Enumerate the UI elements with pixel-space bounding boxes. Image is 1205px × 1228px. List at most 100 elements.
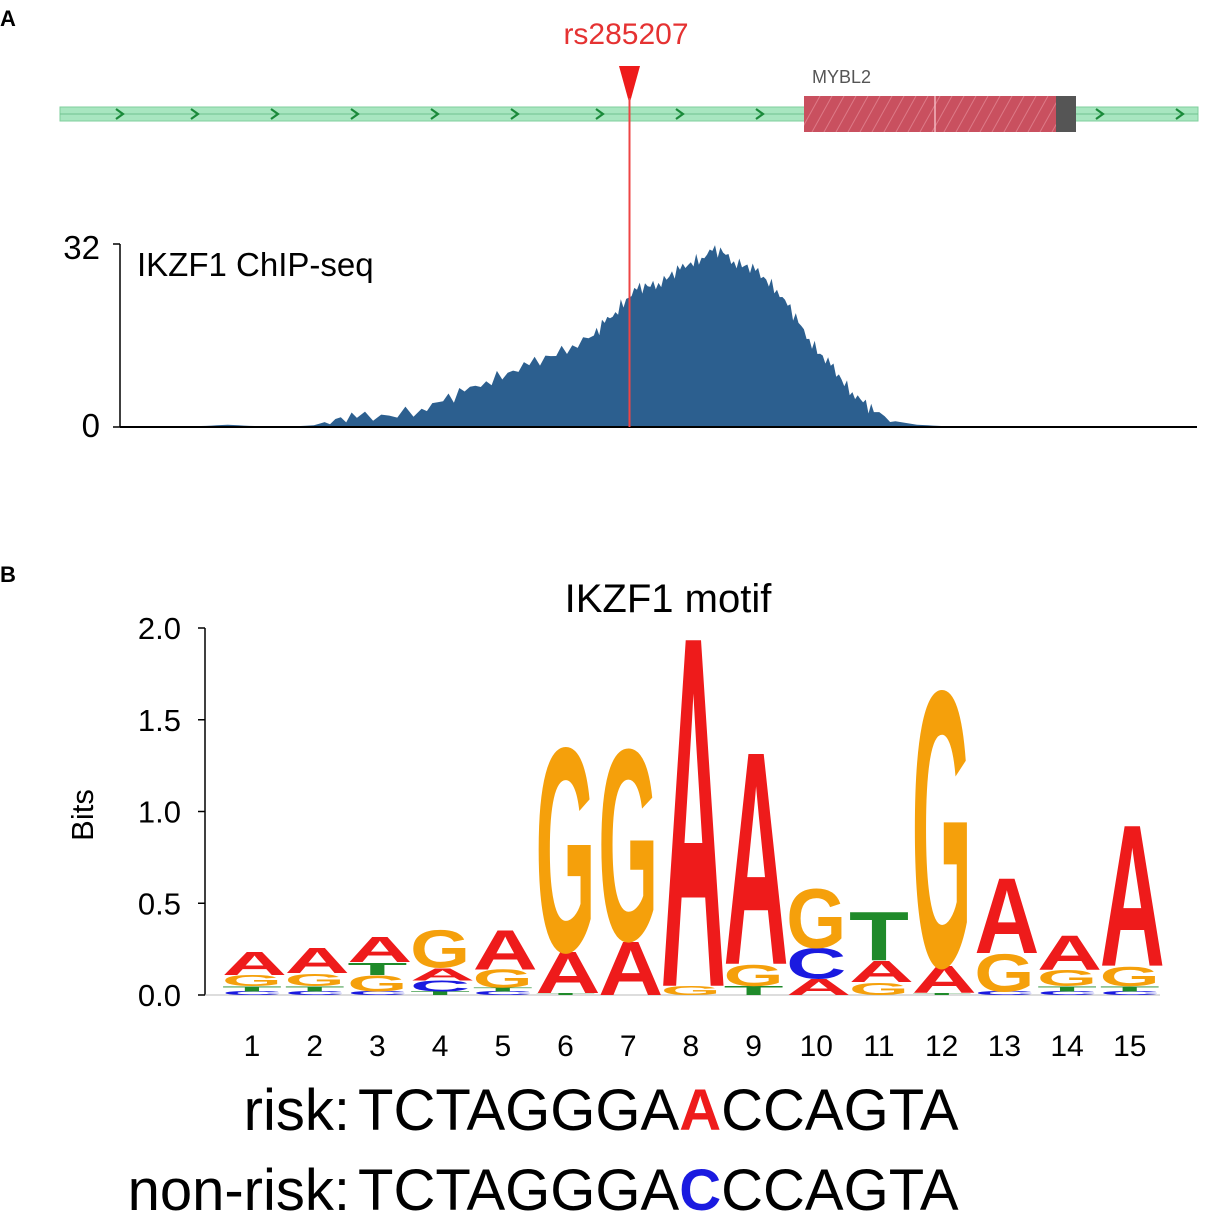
motif-letter-g: G — [1037, 965, 1097, 991]
chipseq-plot: 32 0 IKZF1 ChIP-seq — [63, 229, 1197, 444]
motif-letter-c: C — [473, 990, 533, 996]
motif-letter-a: A — [598, 925, 663, 1011]
motif-letter-t: T — [222, 984, 282, 993]
motif-letter-a: A — [536, 941, 601, 1007]
panel-a-label: A — [0, 6, 16, 31]
motif-letter-c: C — [222, 990, 282, 996]
nonrisk-label: non-risk: — [128, 1158, 350, 1223]
motif-letter-t: T — [285, 984, 345, 993]
sequence-base: G — [844, 1078, 889, 1143]
motif-letter-g: G — [598, 692, 658, 998]
motif-xtick-label: 12 — [925, 1030, 958, 1063]
strand-arrow-icon — [675, 108, 685, 120]
motif-ylabel: Bits — [65, 789, 100, 841]
sequence-base: T — [358, 1078, 393, 1143]
motif-letter-c: C — [410, 977, 470, 994]
sequence-base: C — [721, 1158, 763, 1223]
strand-arrow-icon — [115, 108, 125, 120]
exon-hatch-line — [1015, 96, 1037, 132]
motif-xtick-label: 6 — [557, 1030, 574, 1063]
sequence-base: G — [550, 1078, 595, 1143]
exon-hatch-line — [1051, 123, 1056, 132]
sequence-base: C — [393, 1078, 435, 1143]
exon-hatch-line — [1027, 96, 1049, 132]
exon-hatch-line — [967, 96, 989, 132]
motif-xtick-label: 4 — [432, 1030, 449, 1063]
sequence-base: T — [435, 1158, 470, 1223]
exon-hatch-line — [847, 96, 869, 132]
motif-letter-t: T — [473, 987, 533, 993]
exon-hatch-line — [1039, 102, 1056, 132]
exon-hatch-line — [955, 96, 977, 132]
sequence-base: A — [805, 1158, 844, 1223]
sequence-base: G — [505, 1158, 550, 1223]
motif-letter-c: C — [285, 990, 345, 996]
strand-arrow-icon — [595, 108, 605, 120]
sequence-base: C — [721, 1078, 763, 1143]
sequence-base: G — [844, 1158, 889, 1223]
motif-xtick-label: 11 — [863, 1030, 894, 1063]
strand-arrow-icon — [270, 108, 280, 120]
sequence-base: G — [550, 1158, 595, 1223]
motif-letter-a: A — [724, 687, 789, 1029]
exon-hatch-line — [871, 96, 893, 132]
exon-hatch-line — [835, 96, 857, 132]
allele-sequences: risk: TCTAGGGAACCAGTA non-risk: TCTAGGGA… — [128, 1078, 959, 1223]
sequence-base: C — [763, 1078, 805, 1143]
strand-arrow-icon — [755, 108, 765, 120]
exon-hatch-line — [895, 96, 917, 132]
motif-xtick-label: 15 — [1113, 1030, 1146, 1063]
sequence-base: A — [805, 1078, 844, 1143]
strand-arrows — [115, 108, 1185, 120]
motif-letter-c: C — [786, 940, 846, 989]
motif-ytick-label: 0.0 — [138, 978, 181, 1013]
sequence-base: A — [641, 1078, 680, 1143]
exon-hatch-line — [804, 96, 821, 126]
exon-hatch-line — [883, 96, 905, 132]
chipseq-ytick-32: 32 — [63, 229, 100, 266]
snp-label: rs285207 — [563, 18, 688, 51]
exon-hatch-line — [907, 96, 929, 132]
motif-x-ticks: 1 2 3 4 5 6 7 8 9 10 11 12 13 14 15 — [244, 1030, 1147, 1063]
snp-marker-triangle — [619, 66, 640, 104]
motif-xtick-label: 13 — [988, 1030, 1021, 1063]
exon-utr — [1056, 96, 1076, 132]
motif-letter-a: A — [473, 918, 538, 981]
motif-letter-g: G — [473, 965, 533, 994]
motif-letter-g: G — [912, 610, 972, 1050]
chipseq-area — [120, 245, 1197, 427]
strand-arrow-icon — [350, 108, 360, 120]
motif-letter-t: T — [849, 897, 909, 974]
motif-letter-g: G — [786, 872, 846, 966]
motif-letter-g: G — [661, 983, 721, 997]
motif-letter-t: T — [347, 959, 407, 979]
strand-arrow-icon — [190, 108, 200, 120]
chipseq-ytick-0: 0 — [82, 407, 100, 444]
sequence-base: A — [466, 1158, 505, 1223]
risk-sequence: TCTAGGGAACCAGTA — [358, 1078, 959, 1143]
motif-letter-t: T — [410, 990, 470, 996]
motif-letter-t: T — [1100, 984, 1160, 993]
motif-letter-a: A — [786, 974, 851, 1000]
motif-y-ticks: 0.0 0.5 1.0 1.5 2.0 — [138, 611, 205, 1013]
sequence-base: G — [595, 1078, 640, 1143]
motif-letter-a: A — [974, 856, 1039, 976]
sequence-base: A — [920, 1158, 959, 1223]
exon-hatch-line — [823, 96, 845, 132]
motif-letter-g: G — [1100, 961, 1160, 993]
gene-name-label: MYBL2 — [812, 67, 871, 87]
motif-xtick-label: 14 — [1050, 1030, 1083, 1063]
strand-arrow-icon — [1095, 108, 1105, 120]
motif-xtick-label: 9 — [745, 1030, 762, 1063]
motif-letter-a: A — [1037, 926, 1102, 980]
motif-letter-g: G — [536, 688, 596, 1013]
sequence-base: T — [889, 1158, 924, 1223]
motif-letter-g: G — [849, 979, 909, 999]
motif-xtick-label: 7 — [620, 1030, 637, 1063]
motif-letter-g: G — [347, 971, 407, 997]
exon-hatch-line — [811, 96, 833, 132]
strand-arrow-icon — [1175, 108, 1185, 120]
motif-letter-g: G — [974, 944, 1034, 1004]
sequence-base: C — [763, 1158, 805, 1223]
